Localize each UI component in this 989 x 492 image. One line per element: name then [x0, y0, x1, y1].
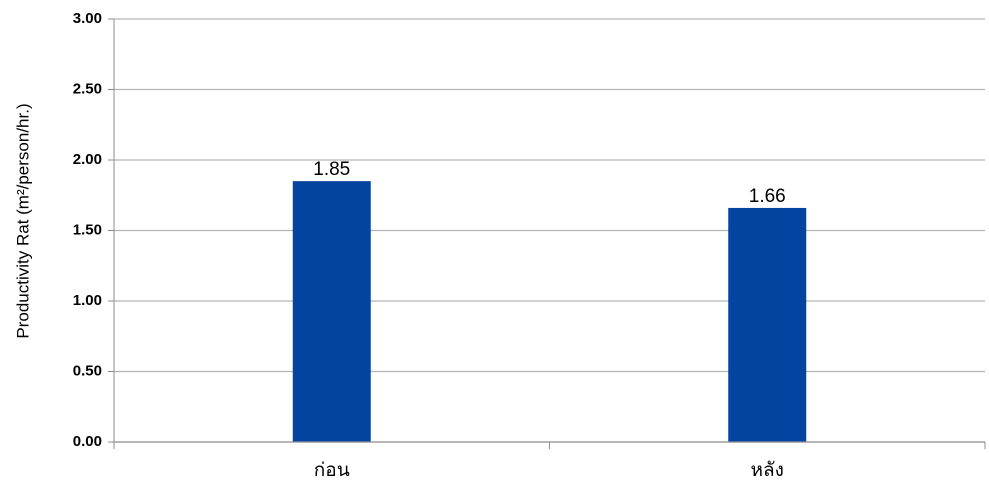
gridlines [114, 18, 985, 373]
y-tick-label: 1.00 [73, 292, 102, 309]
y-axis-title: Productivity Rat (m²/person/hr.) [13, 103, 32, 338]
data-label: 1.85 [313, 159, 350, 180]
y-tick-labels: 0.00 0.50 1.00 1.50 2.00 2.50 3.00 [73, 10, 102, 450]
axes [108, 18, 986, 449]
x-tick-label: หลัง [751, 459, 784, 481]
data-label: 1.66 [749, 186, 786, 207]
y-tick-label: 0.00 [73, 433, 102, 450]
bars [292, 181, 807, 442]
x-tick-label: ก่อน [314, 459, 350, 481]
x-tick-labels: ก่อน หลัง [314, 459, 784, 481]
bar [728, 207, 807, 442]
y-tick-label: 2.50 [73, 80, 102, 97]
y-tick-label: 2.00 [73, 151, 102, 168]
bar [292, 181, 371, 442]
y-tick-label: 3.00 [73, 10, 102, 27]
y-tick-label: 0.50 [73, 362, 102, 379]
y-tick-label: 1.50 [73, 221, 102, 238]
data-labels: 1.85 1.66 [313, 159, 785, 207]
